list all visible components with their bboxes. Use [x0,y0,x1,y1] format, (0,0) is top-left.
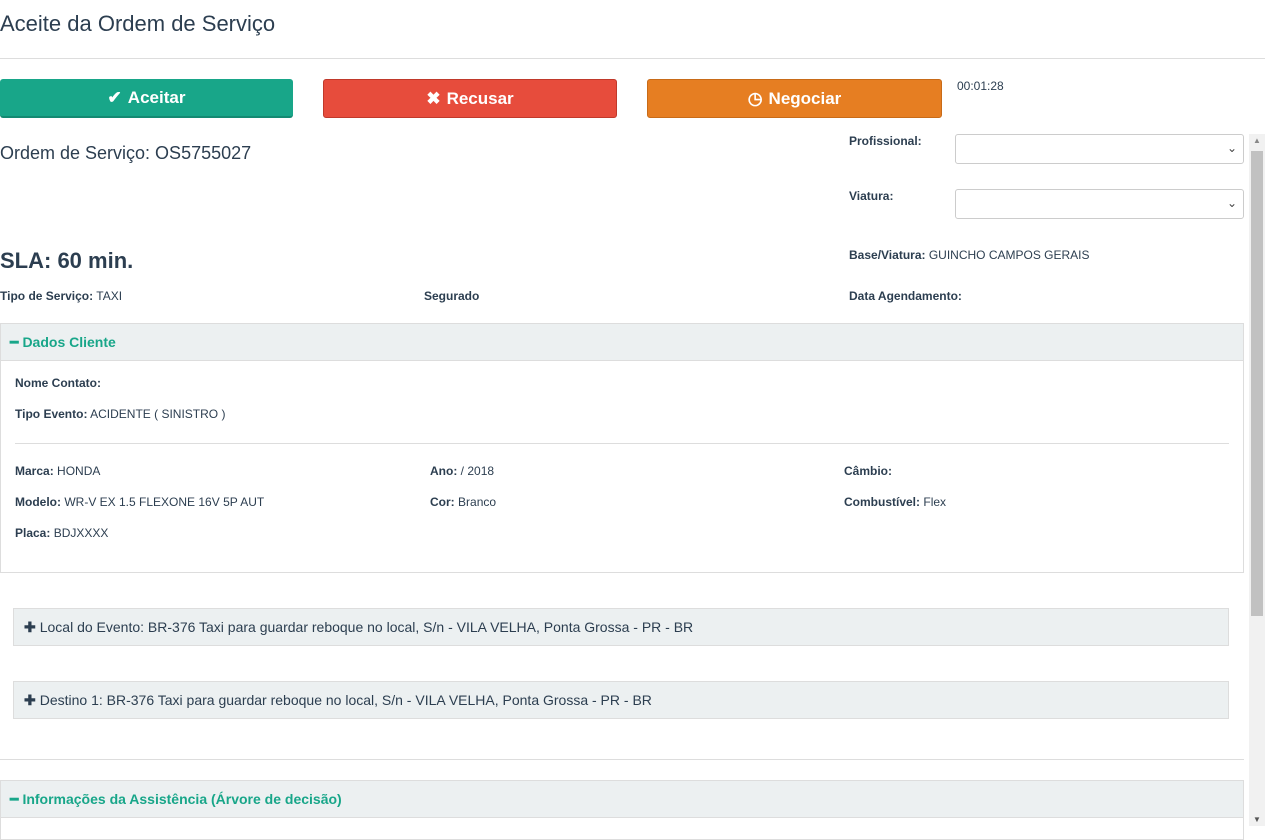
x-icon: ✖ [426,88,441,108]
cambio-label: Câmbio: [844,464,892,478]
order-number: Ordem de Serviço: OS5755027 [0,143,252,163]
modelo-value: WR-V EX 1.5 FLEXONE 16V 5P AUT [64,495,265,509]
cor-label: Cor: [430,495,455,509]
plus-icon: ✚ [24,618,36,635]
cor-value: Branco [458,495,497,509]
tipo-servico-label: Tipo de Serviço: [0,289,94,303]
local-evento-text: Local do Evento: BR-376 Taxi para guarda… [39,619,694,635]
negotiate-button[interactable]: ◷ Negociar [647,79,942,118]
modelo-label: Modelo: [15,495,61,509]
check-icon: ✔ [107,87,122,107]
info-assistencia-header[interactable]: ━ Informações da Assistência (Árvore de d… [1,781,1243,818]
divider [15,443,1229,444]
plus-icon: ✚ [24,691,36,708]
divider [0,58,1265,59]
refuse-button[interactable]: ✖ Recusar [323,79,617,118]
dados-cliente-panel: ━ Dados Cliente Nome Contato: Tipo Evento… [0,323,1244,573]
clock-icon: ◷ [747,88,763,108]
combustivel-value: Flex [923,495,947,509]
ano-label: Ano: [430,464,458,478]
minus-icon: ━ [10,333,19,350]
destino-text: Destino 1: BR-376 Taxi para guardar rebo… [39,692,652,708]
chevron-down-icon: ⌄ [1226,196,1237,210]
marca-label: Marca: [15,464,54,478]
viatura-select[interactable]: ⌄ [955,189,1244,219]
tipo-evento-label: Tipo Evento: [15,407,88,421]
chevron-down-icon: ⌄ [1226,141,1237,155]
placa-label: Placa: [15,526,51,540]
local-evento-toggle[interactable]: ✚ Local do Evento: BR-376 Taxi para guard… [13,608,1229,646]
refuse-label: Recusar [446,88,514,108]
page-title: Aceite da Ordem de Serviço [0,11,276,36]
scroll-down-icon[interactable]: ▼ [1253,815,1261,824]
tipo-servico-value: TAXI [96,289,123,303]
nome-label: Nome Contato: [15,376,101,390]
scrollbar[interactable]: ▲ ▼ [1249,134,1265,826]
scrollbar-thumb[interactable] [1251,151,1263,616]
panel-title: Dados Cliente [22,334,116,350]
accept-button[interactable]: ✔ Aceitar [0,79,293,118]
viatura-label: Viatura: [849,189,894,203]
data-agendamento-label: Data Agendamento: [849,289,962,303]
segurado-label: Segurado [424,289,480,303]
info-assistencia-panel: ━ Informações da Assistência (Árvore de d… [0,780,1244,840]
dados-cliente-header[interactable]: ━ Dados Cliente [1,324,1243,361]
base-value: GUINCHO CAMPOS GERAIS [928,248,1090,262]
sla: SLA: 60 min. [0,248,134,273]
accept-label: Aceitar [127,87,186,107]
minus-icon: ━ [10,790,19,807]
scroll-up-icon[interactable]: ▲ [1253,136,1261,145]
timer: 00:01:28 [957,79,1004,93]
negotiate-label: Negociar [768,88,842,108]
panel-title: Informações da Assistência (Árvore de de… [22,791,342,807]
profissional-label: Profissional: [849,134,922,148]
destino-toggle[interactable]: ✚ Destino 1: BR-376 Taxi para guardar reb… [13,681,1229,719]
divider [0,759,1244,760]
tipo-evento-value: ACIDENTE ( SINISTRO ) [90,407,226,421]
marca-value: HONDA [57,464,101,478]
placa-value: BDJXXXX [53,526,109,540]
combustivel-label: Combustível: [844,495,921,509]
ano-value: / 2018 [460,464,495,478]
base-label: Base/Viatura: [849,248,926,262]
profissional-select[interactable]: ⌄ [955,134,1244,164]
